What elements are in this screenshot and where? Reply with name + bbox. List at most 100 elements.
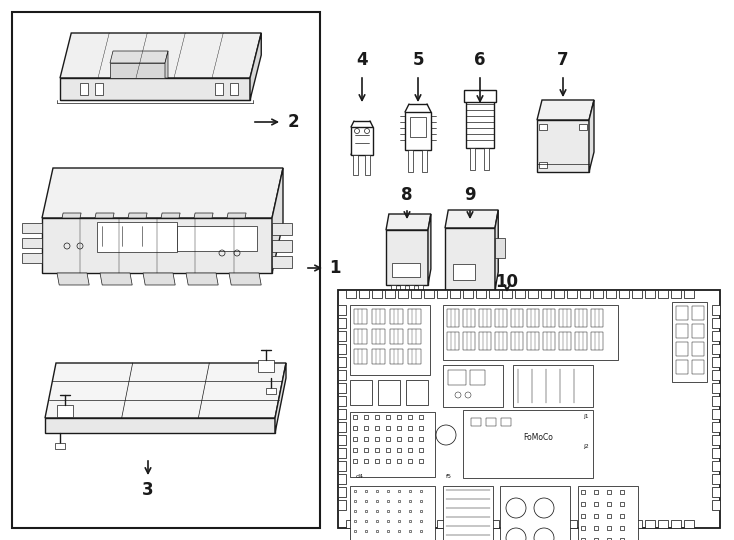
Polygon shape: [428, 214, 431, 285]
Bar: [470, 148, 475, 170]
Bar: [528, 290, 538, 298]
Bar: [575, 332, 587, 350]
Bar: [658, 290, 668, 298]
Bar: [515, 520, 525, 528]
Bar: [338, 290, 720, 528]
Bar: [676, 360, 688, 374]
Bar: [479, 309, 491, 327]
Polygon shape: [272, 168, 283, 273]
Polygon shape: [60, 78, 250, 100]
Bar: [338, 383, 346, 393]
Bar: [580, 290, 590, 298]
Bar: [554, 520, 564, 528]
Bar: [390, 309, 403, 324]
Bar: [578, 486, 638, 540]
Bar: [359, 520, 369, 528]
Text: 10: 10: [495, 273, 518, 291]
Bar: [338, 409, 346, 419]
Polygon shape: [62, 213, 81, 218]
Bar: [692, 360, 704, 374]
Bar: [676, 324, 688, 338]
Bar: [447, 332, 459, 350]
Text: f5: f5: [446, 474, 452, 479]
Bar: [495, 332, 507, 350]
Bar: [338, 396, 346, 406]
Bar: [408, 309, 421, 324]
Bar: [676, 342, 688, 356]
Bar: [632, 520, 642, 528]
Polygon shape: [95, 213, 114, 218]
Polygon shape: [100, 273, 132, 285]
Polygon shape: [22, 223, 42, 233]
Polygon shape: [110, 63, 165, 78]
Bar: [450, 290, 455, 306]
Bar: [559, 332, 571, 350]
Bar: [408, 329, 421, 344]
Bar: [619, 290, 629, 298]
Bar: [543, 309, 555, 327]
Polygon shape: [22, 238, 42, 248]
Bar: [372, 309, 385, 324]
Polygon shape: [250, 33, 261, 100]
Bar: [450, 520, 460, 528]
Bar: [541, 290, 551, 298]
Polygon shape: [165, 51, 168, 78]
Bar: [408, 150, 413, 172]
Bar: [511, 332, 523, 350]
Bar: [359, 290, 369, 298]
Bar: [55, 443, 65, 449]
Bar: [479, 332, 491, 350]
Bar: [463, 332, 475, 350]
Bar: [338, 474, 346, 484]
Bar: [453, 264, 475, 280]
Bar: [567, 290, 577, 298]
Bar: [463, 290, 473, 298]
Bar: [692, 306, 704, 320]
Bar: [502, 290, 512, 298]
Bar: [658, 520, 668, 528]
Bar: [543, 332, 555, 350]
Bar: [712, 409, 720, 419]
Polygon shape: [495, 238, 505, 258]
Bar: [385, 290, 395, 298]
Polygon shape: [445, 210, 498, 228]
Polygon shape: [227, 213, 246, 218]
Bar: [619, 520, 629, 528]
Bar: [712, 331, 720, 341]
Bar: [712, 487, 720, 497]
Bar: [554, 290, 564, 298]
Text: 1: 1: [330, 259, 341, 277]
Polygon shape: [351, 149, 373, 155]
Polygon shape: [186, 273, 218, 285]
Text: 5: 5: [413, 51, 424, 69]
Polygon shape: [537, 100, 594, 120]
Bar: [411, 520, 421, 528]
Bar: [391, 285, 396, 299]
Bar: [350, 305, 430, 375]
Bar: [527, 309, 539, 327]
Bar: [489, 290, 499, 298]
Bar: [471, 290, 476, 306]
Bar: [539, 124, 547, 130]
Bar: [684, 290, 694, 298]
Bar: [712, 318, 720, 328]
Bar: [57, 405, 73, 417]
Polygon shape: [589, 100, 594, 172]
Bar: [671, 520, 681, 528]
Bar: [351, 127, 373, 155]
Bar: [712, 357, 720, 367]
Bar: [489, 520, 499, 528]
Bar: [541, 520, 551, 528]
Text: 6: 6: [474, 51, 486, 69]
Bar: [258, 360, 274, 372]
Bar: [591, 332, 603, 350]
Bar: [338, 344, 346, 354]
Bar: [12, 12, 320, 528]
Bar: [338, 331, 346, 341]
Bar: [410, 117, 426, 137]
Text: 8: 8: [401, 186, 413, 204]
Bar: [450, 290, 460, 298]
Polygon shape: [42, 168, 283, 218]
Bar: [372, 520, 382, 528]
Bar: [500, 486, 570, 540]
